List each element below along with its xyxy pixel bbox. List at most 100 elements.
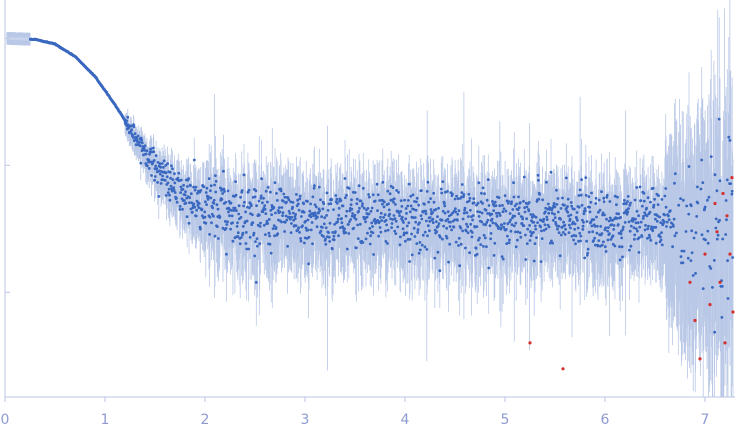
- data-point: [385, 223, 388, 227]
- data-point: [508, 238, 511, 242]
- data-point: [504, 228, 508, 231]
- data-point: [561, 231, 565, 234]
- data-point: [379, 230, 383, 234]
- data-point: [637, 214, 640, 218]
- data-point: [606, 229, 609, 233]
- data-point: [386, 189, 390, 193]
- data-point: [388, 212, 392, 216]
- data-point: [634, 221, 638, 225]
- data-point: [328, 221, 332, 225]
- data-point: [479, 243, 483, 247]
- data-point: [725, 218, 728, 222]
- data-point: [628, 203, 632, 207]
- data-point: [451, 192, 454, 196]
- data-point: [659, 235, 662, 239]
- data-point: [334, 230, 337, 234]
- data-point: [564, 176, 568, 180]
- data-point: [296, 198, 299, 202]
- data-point: [483, 192, 486, 196]
- data-point: [598, 208, 602, 212]
- data-point: [230, 214, 234, 218]
- data-point: [276, 232, 280, 236]
- data-point: [522, 199, 525, 203]
- data-point: [718, 179, 722, 183]
- data-point: [682, 249, 686, 253]
- data-point: [553, 216, 557, 220]
- data-point: [356, 237, 360, 241]
- data-point: [229, 227, 233, 231]
- data-point: [269, 190, 272, 194]
- data-point: [629, 244, 633, 248]
- data-point: [426, 224, 430, 228]
- data-point: [506, 234, 509, 238]
- data-point: [395, 189, 398, 192]
- data-point: [648, 210, 652, 214]
- data-point: [307, 262, 310, 266]
- data-point: [634, 217, 637, 221]
- data-point: [224, 227, 228, 230]
- data-point: [297, 226, 301, 230]
- data-point: [559, 233, 563, 237]
- data-point: [197, 202, 201, 205]
- data-point: [563, 233, 567, 236]
- data-point: [469, 222, 473, 226]
- data-point: [466, 225, 470, 229]
- data-point: [449, 220, 452, 224]
- data-point: [193, 188, 197, 192]
- data-point: [646, 196, 650, 200]
- data-point: [377, 234, 380, 238]
- data-point: [269, 209, 273, 212]
- data-point: [641, 204, 644, 208]
- data-point: [462, 195, 465, 199]
- data-point: [524, 233, 527, 237]
- data-point: [470, 231, 474, 234]
- data-point: [327, 231, 330, 235]
- data-point: [361, 186, 365, 190]
- data-point: [519, 235, 523, 239]
- data-point: [132, 125, 136, 129]
- data-point: [275, 199, 279, 202]
- data-point: [475, 203, 478, 207]
- data-point: [499, 227, 503, 231]
- data-point: [584, 176, 588, 180]
- data-point: [329, 202, 333, 206]
- data-point: [168, 193, 171, 197]
- data-point: [517, 206, 521, 210]
- data-point: [517, 212, 521, 216]
- x-tick-label: 0: [1, 412, 10, 428]
- data-point: [389, 217, 392, 221]
- data-point: [300, 215, 303, 218]
- data-point: [418, 221, 421, 225]
- data-point: [493, 200, 497, 204]
- data-point: [310, 221, 314, 224]
- data-point: [568, 223, 571, 227]
- data-point: [399, 235, 402, 239]
- data-point: [438, 235, 442, 239]
- data-point: [291, 205, 294, 209]
- data-point: [313, 211, 317, 215]
- data-point: [256, 244, 259, 248]
- data-point: [204, 200, 207, 204]
- data-point: [436, 215, 439, 219]
- data-point: [488, 224, 492, 228]
- data-point: [561, 196, 564, 200]
- data-point: [367, 212, 371, 216]
- data-point: [344, 231, 348, 235]
- data-point: [304, 219, 307, 223]
- data-point: [730, 189, 734, 193]
- data-point: [623, 199, 626, 202]
- data-point: [588, 205, 591, 209]
- data-point: [663, 194, 667, 198]
- data-point: [543, 210, 547, 214]
- data-point: [373, 217, 377, 221]
- data-point: [579, 234, 583, 238]
- data-point: [496, 227, 500, 230]
- data-point: [238, 242, 242, 246]
- data-point: [508, 212, 512, 215]
- data-point: [468, 196, 472, 200]
- data-point: [537, 178, 540, 182]
- data-point: [311, 195, 315, 199]
- data-point: [360, 204, 364, 208]
- data-point: [321, 207, 325, 211]
- data-point: [228, 214, 231, 218]
